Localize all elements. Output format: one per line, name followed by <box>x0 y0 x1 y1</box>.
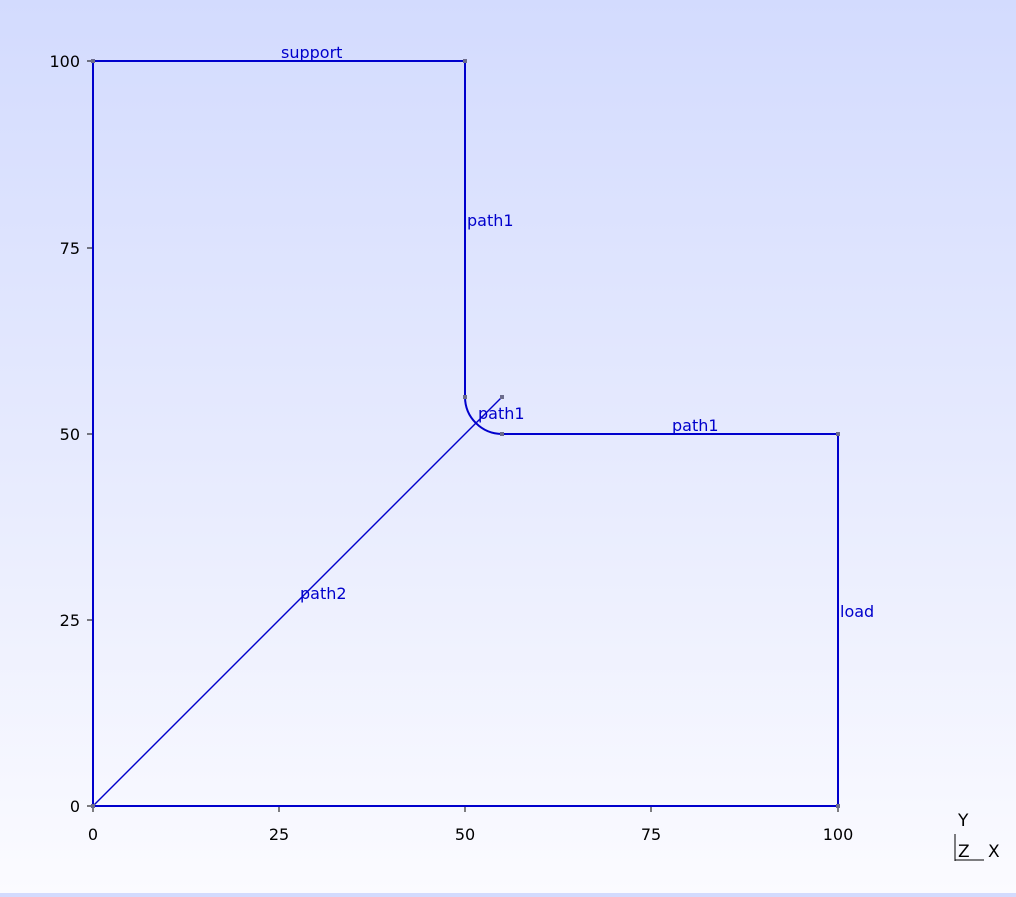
edge-labels: support path1 path1 path1 load path2 <box>281 43 874 621</box>
edge-label-path1: path1 <box>467 211 514 230</box>
vertex-point[interactable] <box>500 395 504 399</box>
vertex-point[interactable] <box>463 59 467 63</box>
x-tick-label: 100 <box>823 825 854 844</box>
triad-y-label: Y <box>957 811 969 831</box>
edge-path2[interactable] <box>92 396 503 807</box>
vertex-point[interactable] <box>836 804 840 808</box>
x-tick-label: 75 <box>641 825 661 844</box>
edge-label-load: load <box>840 602 874 621</box>
vertex-point[interactable] <box>463 395 467 399</box>
x-axis-ticks: 0 25 50 75 100 <box>88 825 853 844</box>
x-tick-label: 0 <box>88 825 98 844</box>
edge-label-path2: path2 <box>300 584 347 603</box>
vertex-point[interactable] <box>91 804 95 808</box>
edge-label-support: support <box>281 43 342 62</box>
y-tick-label: 75 <box>60 239 80 258</box>
x-tick-label: 50 <box>455 825 475 844</box>
y-tick-label: 100 <box>49 52 80 71</box>
edge-label-path1: path1 <box>478 404 525 423</box>
y-axis-ticks: 0 25 50 75 100 <box>49 52 80 816</box>
y-tick-label: 25 <box>60 611 80 630</box>
edge-label-path1: path1 <box>672 416 719 435</box>
triad-z-label: Z <box>958 842 970 862</box>
vertex-point[interactable] <box>91 59 95 63</box>
geometry-vertices <box>91 59 840 808</box>
y-tick-label: 0 <box>70 797 80 816</box>
vertex-point[interactable] <box>500 432 504 436</box>
orientation-triad: Y Z X <box>954 811 1000 862</box>
vertex-point[interactable] <box>836 432 840 436</box>
y-tick-label: 50 <box>60 425 80 444</box>
triad-x-label: X <box>988 842 1000 862</box>
x-tick-label: 25 <box>269 825 289 844</box>
